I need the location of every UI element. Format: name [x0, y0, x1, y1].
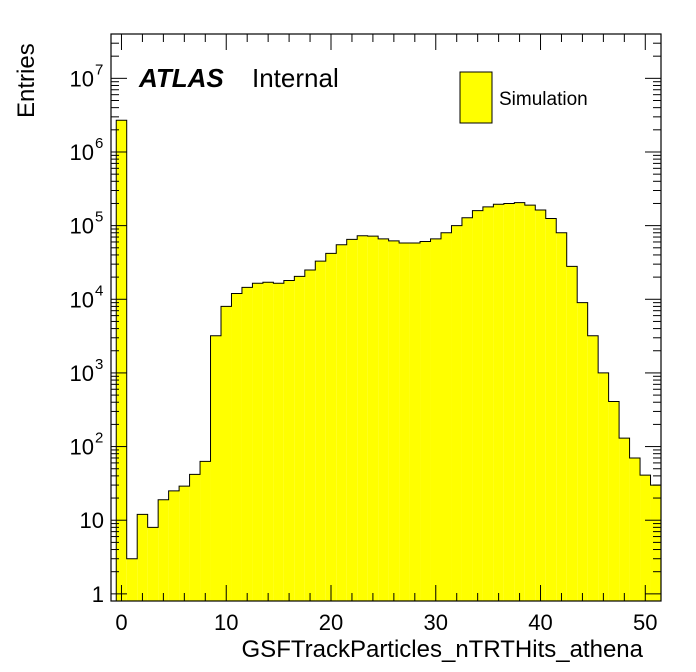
histogram-bar [304, 269, 316, 601]
legend: Simulation [459, 71, 588, 124]
histogram-bar [189, 474, 201, 601]
y-tick-label: 10 [70, 435, 94, 460]
x-tick-label: 30 [424, 610, 448, 635]
histogram-bar [650, 485, 661, 601]
histogram-bar [116, 120, 127, 601]
histogram-bar [503, 203, 515, 601]
histogram-bar [283, 280, 295, 601]
legend-label: Simulation [499, 89, 588, 110]
histogram-bar [221, 306, 232, 601]
y-tick-label: 10 [70, 287, 94, 312]
x-tick-label: 40 [528, 610, 552, 635]
histogram-bar [346, 239, 358, 601]
histogram-bar [231, 293, 242, 601]
histogram-bar [556, 232, 567, 601]
histogram-bar [598, 372, 609, 601]
y-tick-label: 10 [80, 508, 104, 533]
histogram-bar [252, 283, 263, 601]
x-axis-title: GSFTrackParticles_nTRTHits_athena [242, 636, 644, 663]
histogram-bar [179, 486, 190, 601]
legend-swatch [459, 71, 493, 124]
histogram-bar [545, 218, 557, 601]
y-tick-exponent: 6 [95, 135, 103, 152]
histogram-bar [524, 205, 536, 601]
x-tick-label: 10 [214, 610, 238, 635]
y-tick-label: 10 [70, 214, 94, 239]
x-tick-labels: 0 10 20 30 40 50 [115, 610, 657, 635]
y-tick-exponent: 4 [95, 282, 103, 299]
histogram-bar [137, 514, 148, 601]
atlas-label: ATLAS [138, 63, 224, 93]
histogram-bar [608, 401, 620, 601]
histogram-bar [420, 241, 431, 601]
histogram-bar [482, 206, 494, 601]
histogram-bar [241, 287, 253, 601]
histogram-bar [514, 202, 525, 602]
histogram-bar [378, 238, 389, 602]
histogram-bar [147, 527, 159, 601]
histogram-bar [262, 282, 274, 601]
histogram-bar [336, 244, 347, 601]
histogram-bar [430, 238, 441, 602]
y-tick-exponent: 7 [95, 61, 103, 78]
y-tick-exponent: 5 [95, 209, 103, 226]
histogram-bar [210, 335, 221, 601]
y-tick-exponent: 2 [95, 430, 103, 447]
histogram-bar [577, 302, 588, 601]
histogram-bar [315, 261, 326, 601]
histogram-bar [200, 461, 211, 601]
histogram-bar [535, 210, 546, 601]
axis-ticks [111, 33, 661, 601]
histogram-bar [273, 283, 284, 601]
histogram-bar [158, 499, 169, 601]
histogram-bar [357, 235, 368, 601]
histogram-bar [294, 276, 305, 601]
histogram-bar [367, 236, 379, 601]
x-tick-label: 20 [319, 610, 343, 635]
histogram-bar [587, 335, 599, 601]
histogram-bar [325, 253, 337, 602]
histogram-bar [629, 457, 641, 601]
plot-frame [110, 33, 662, 602]
y-tick-label: 10 [70, 140, 94, 165]
histogram-bar [566, 266, 578, 601]
x-tick-label: 0 [115, 610, 127, 635]
x-tick-label: 50 [633, 610, 657, 635]
histogram-bar [168, 490, 180, 601]
histogram-bar [451, 225, 462, 601]
histogram-bar [619, 438, 630, 601]
histogram-bar [640, 475, 651, 601]
histogram-bar [409, 243, 421, 601]
y-tick-exponent: 3 [95, 356, 103, 373]
y-tick-label: 10 [70, 361, 94, 386]
histogram-outline [115, 119, 662, 601]
histogram-bar [126, 558, 138, 601]
histogram-bar [493, 204, 504, 601]
y-axis-title: Entries [13, 43, 40, 118]
histogram-bars [116, 120, 661, 602]
y-tick-label: 10 [70, 66, 94, 91]
histogram-bar [441, 232, 452, 601]
histogram-bar [388, 240, 400, 601]
histogram-bar [472, 210, 483, 601]
histogram-bar [461, 217, 473, 601]
histogram-bar [399, 243, 410, 601]
y-tick-label: 1 [92, 582, 104, 607]
internal-label: Internal [252, 63, 339, 93]
